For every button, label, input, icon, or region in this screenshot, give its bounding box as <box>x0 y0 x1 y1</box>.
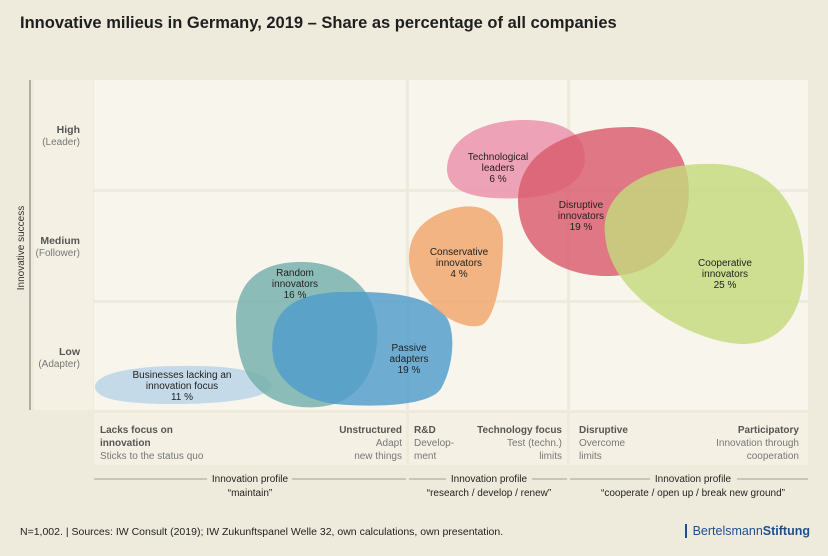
profile-1-label: Innovation profile <box>212 474 289 485</box>
y-level-medium: Medium <box>40 235 80 247</box>
bubble-passive-adapters <box>272 291 453 406</box>
label-cooperative-innovators-2: innovators <box>702 269 748 280</box>
y-axis-title: Innovative success <box>16 206 27 291</box>
y-level-low: Low <box>59 346 81 358</box>
col3-right-sub2: cooperation <box>747 451 799 462</box>
label-technological-leaders-1: Technological <box>468 152 529 163</box>
col2-right-title: Technology focus <box>477 425 562 436</box>
brand-logo: BertelsmannStiftung <box>684 524 810 538</box>
col1-left-title2: innovation <box>100 438 151 449</box>
label-businesses-lacking-1: Businesses lacking an <box>133 370 232 381</box>
profile-3-label: Innovation profile <box>655 474 732 485</box>
col3-left-sub1: Overcome <box>579 438 626 449</box>
value-technological-leaders: 6 % <box>489 174 506 185</box>
col1-left-sub: Sticks to the status quo <box>100 451 204 462</box>
profile-2-quote: “research / develop / renew” <box>427 488 552 499</box>
col1-left-title: Lacks focus on <box>100 425 173 436</box>
label-businesses-lacking-2: innovation focus <box>146 381 218 392</box>
bubble-labels: Businesses lacking an innovation focus 1… <box>133 152 753 403</box>
value-random-innovators: 16 % <box>284 290 307 301</box>
value-disruptive-innovators: 19 % <box>570 222 593 233</box>
col3-right-sub1: Innovation through <box>716 438 799 449</box>
col2-right-sub1: Test (techn.) <box>507 438 562 449</box>
y-level-high: High <box>57 124 80 136</box>
label-random-innovators-1: Random <box>276 268 314 279</box>
label-passive-adapters-2: adapters <box>390 354 429 365</box>
value-cooperative-innovators: 25 % <box>714 280 737 291</box>
brand-bold: Stiftung <box>762 524 810 538</box>
innovation-profiles: Innovation profile “maintain” Innovation… <box>94 474 808 499</box>
col1-right-sub1: Adapt <box>376 438 402 449</box>
label-cooperative-innovators-1: Cooperative <box>698 258 752 269</box>
label-disruptive-innovators-2: innovators <box>558 211 604 222</box>
profile-2-label: Innovation profile <box>451 474 528 485</box>
brand-light: Bertelsmann <box>692 524 763 538</box>
value-conservative-innovators: 4 % <box>450 269 467 280</box>
col2-right-sub2: limits <box>539 451 562 462</box>
label-conservative-innovators-1: Conservative <box>430 247 489 258</box>
col3-right-title: Participatory <box>738 425 800 436</box>
bubble-businesses-lacking-focus <box>94 365 272 404</box>
profile-3-quote: “cooperate / open up / break new ground” <box>601 488 785 499</box>
value-passive-adapters: 19 % <box>398 365 421 376</box>
y-level-high-sub: (Leader) <box>42 137 80 148</box>
y-level-low-sub: (Adapter) <box>38 359 80 370</box>
value-businesses-lacking: 11 % <box>171 392 193 403</box>
x-column-labels: Lacks focus on innovation Sticks to the … <box>100 425 799 462</box>
label-disruptive-innovators-1: Disruptive <box>559 200 604 211</box>
profile-1-quote: “maintain” <box>228 488 272 499</box>
label-passive-adapters-1: Passive <box>391 343 426 354</box>
bubble-cooperative-innovators <box>604 163 804 345</box>
label-conservative-innovators-2: innovators <box>436 258 482 269</box>
label-random-innovators-2: innovators <box>272 279 318 290</box>
chart-title: Innovative milieus in Germany, 2019 – Sh… <box>20 14 617 32</box>
bubble-conservative-innovators <box>409 206 503 327</box>
col2-left-sub2: ment <box>414 451 436 462</box>
col2-left-sub1: Develop- <box>414 438 454 449</box>
col2-left-title: R&D <box>414 425 436 436</box>
y-level-medium-sub: (Follower) <box>36 248 80 259</box>
y-level-labels: High (Leader) Medium (Follower) Low (Ada… <box>36 124 81 370</box>
source-note: N=1,002. | Sources: IW Consult (2019); I… <box>20 526 504 538</box>
bubbles <box>94 120 804 408</box>
label-technological-leaders-2: leaders <box>482 163 515 174</box>
col1-right-title: Unstructured <box>339 425 402 436</box>
col3-left-sub2: limits <box>579 451 602 462</box>
col3-left-title: Disruptive <box>579 425 628 436</box>
col1-right-sub2: new things <box>354 451 402 462</box>
